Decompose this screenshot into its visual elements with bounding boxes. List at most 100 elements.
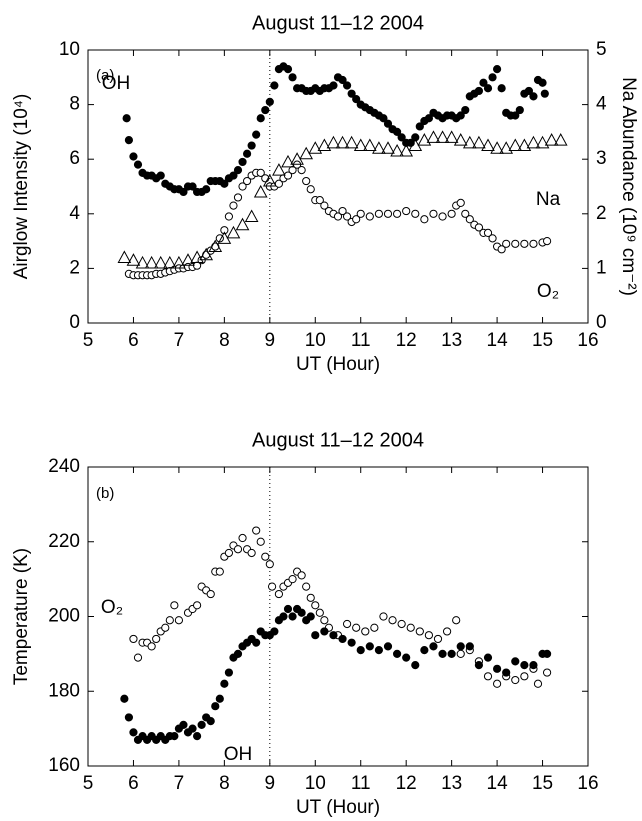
x-tick-label: 7 [174, 330, 185, 351]
data-point [479, 78, 488, 87]
data-point [370, 623, 379, 632]
data-point [474, 223, 484, 232]
data-point [474, 86, 484, 96]
data-point [244, 209, 259, 223]
data-point [524, 86, 534, 96]
x-tick-label: 8 [219, 773, 230, 794]
data-point [383, 119, 393, 128]
x-tick-label: 8 [219, 330, 230, 351]
chart-title: August 11–12 2004 [252, 12, 424, 34]
x-tick-label: 10 [305, 330, 326, 351]
data-point [347, 638, 356, 647]
data-point [415, 627, 424, 636]
data-point [256, 537, 265, 546]
data-point [272, 163, 286, 176]
data-point [438, 649, 447, 658]
x-tick-label: 13 [441, 330, 462, 351]
data-point [499, 141, 514, 154]
x-tick-label: 11 [351, 773, 371, 794]
data-point [529, 239, 538, 248]
data-point [392, 127, 402, 136]
data-point [320, 616, 329, 625]
data-point [129, 152, 138, 161]
data-point [242, 149, 252, 158]
data-point [170, 732, 179, 741]
data-point [392, 649, 402, 658]
data-point [220, 179, 229, 188]
y-axis-label: Temperature (K) [11, 548, 32, 685]
x-tick-label: 5 [83, 773, 94, 794]
x-tick-label: 12 [396, 773, 417, 794]
data-point [456, 649, 465, 658]
y-tick-label: 2 [69, 257, 80, 278]
data-point [238, 533, 247, 543]
data-point [220, 226, 229, 235]
data-point [124, 713, 134, 722]
data-point [411, 133, 420, 142]
data-point [238, 182, 247, 191]
data-point [474, 660, 484, 670]
data-point [402, 206, 411, 216]
data-point [365, 642, 374, 651]
x-tick-label: 7 [174, 773, 185, 794]
y-tick-label: 10 [59, 39, 80, 60]
x-tick-label: 14 [487, 330, 509, 351]
data-point [192, 601, 202, 610]
data-point [211, 242, 220, 251]
y2-tick-label: 0 [596, 312, 607, 333]
y-tick-label: 8 [69, 94, 80, 115]
data-point [356, 646, 365, 655]
y-tick-label: 180 [48, 680, 80, 701]
data-point [353, 138, 368, 152]
data-point [156, 171, 165, 180]
x-tick-label: 14 [487, 773, 509, 794]
data-point [252, 526, 261, 535]
data-point [502, 668, 511, 677]
data-point [172, 255, 186, 269]
data-point [338, 206, 347, 216]
data-point [267, 582, 277, 591]
data-point [270, 627, 279, 636]
data-point [135, 255, 150, 269]
data-point [261, 105, 270, 115]
x-tick-label: 15 [532, 330, 553, 351]
data-point [347, 89, 356, 98]
y-tick-label: 220 [48, 531, 80, 552]
data-point [352, 623, 361, 632]
data-point [383, 209, 393, 218]
data-point [129, 728, 138, 737]
data-point [238, 157, 247, 167]
data-point [542, 668, 552, 677]
series-label: O₂ [537, 281, 559, 302]
data-point [190, 250, 204, 263]
data-point [452, 616, 461, 625]
data-point [311, 601, 320, 610]
data-point [342, 212, 352, 221]
y-axis-label: Airglow Intensity (10⁴) [11, 94, 32, 280]
data-point [117, 250, 132, 263]
data-point [515, 105, 524, 115]
data-point [208, 239, 223, 253]
data-point [226, 225, 241, 239]
data-point [420, 646, 429, 655]
x-tick-label: 16 [577, 773, 598, 794]
data-point [456, 198, 465, 207]
data-point [161, 623, 170, 632]
chart-title: August 11–12 2004 [252, 429, 424, 451]
data-point [542, 649, 552, 658]
data-point [492, 65, 502, 74]
y2-tick-label: 5 [596, 39, 607, 60]
data-point [511, 657, 520, 666]
x-axis-label: UT (Hour) [296, 354, 380, 375]
data-point [374, 209, 384, 218]
data-point [553, 133, 568, 146]
data-point [461, 105, 470, 115]
data-point [262, 173, 277, 187]
data-point [311, 631, 320, 640]
data-point [483, 653, 493, 662]
data-point [283, 65, 293, 74]
data-point [233, 166, 243, 175]
data-point [379, 612, 388, 621]
data-point [481, 138, 495, 152]
